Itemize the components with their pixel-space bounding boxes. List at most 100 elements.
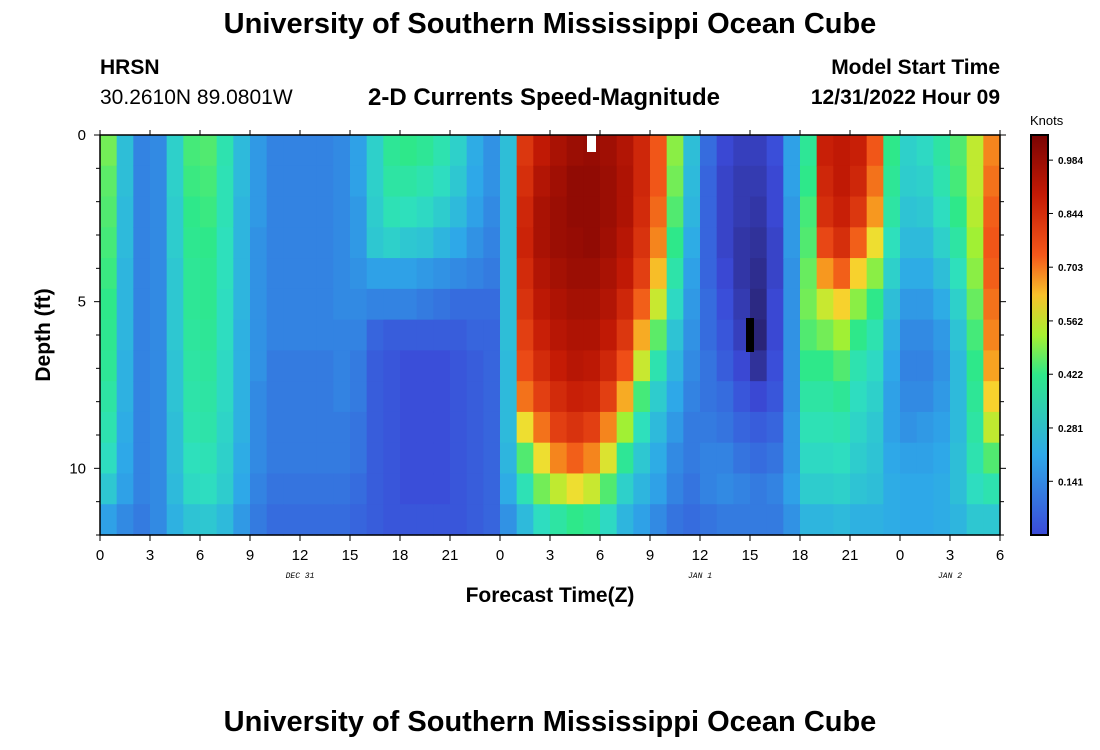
- heatmap-cell: [566, 504, 584, 536]
- heatmap-cell: [300, 196, 318, 228]
- heatmap-cell: [200, 411, 218, 444]
- heatmap-cell: [133, 135, 151, 167]
- heatmap-cell: [166, 411, 184, 444]
- heatmap-cell: [150, 504, 168, 536]
- heatmap-cell: [950, 381, 968, 413]
- heatmap-cell: [550, 504, 568, 536]
- heatmap-cell: [633, 258, 651, 290]
- heatmap-cell: [116, 504, 134, 536]
- heatmap-cell: [833, 442, 851, 475]
- heatmap-cell: [316, 473, 334, 505]
- x-tick-label: 21: [842, 547, 859, 564]
- heatmap-cell: [566, 196, 584, 228]
- heatmap-cell: [366, 504, 384, 536]
- heatmap-cell: [416, 350, 434, 382]
- heatmap-cell: [566, 135, 584, 167]
- heatmap-cell: [200, 504, 218, 536]
- heatmap-cell: [550, 381, 568, 413]
- heatmap-cell: [800, 504, 818, 536]
- heatmap-cell: [550, 196, 568, 228]
- heatmap-cell: [716, 442, 734, 475]
- heatmap-cell: [283, 319, 301, 351]
- heatmap-cell: [566, 319, 584, 351]
- heatmap-cell: [683, 196, 701, 228]
- heatmap-cell: [300, 227, 318, 259]
- heatmap-cell: [800, 442, 818, 475]
- heatmap-cell: [583, 165, 601, 198]
- colorbar-tick-label: 0.141: [1058, 477, 1083, 488]
- heatmap-cell: [733, 350, 751, 382]
- heatmap-cell: [366, 319, 384, 351]
- heatmap-cell: [166, 442, 184, 475]
- heatmap-cell: [566, 381, 584, 413]
- heatmap-cell: [600, 196, 618, 228]
- heatmap-cell: [300, 442, 318, 475]
- colorbar-tick-label: 0.422: [1058, 370, 1083, 381]
- heatmap-cell: [100, 196, 118, 228]
- heatmap-cell: [666, 135, 684, 167]
- heatmap-cell: [633, 381, 651, 413]
- heatmap-cell: [966, 411, 984, 444]
- heatmap-cell: [500, 381, 518, 413]
- heatmap-cell: [216, 196, 234, 228]
- heatmap-cell: [150, 411, 168, 444]
- heatmap-cell: [900, 442, 918, 475]
- heatmap-cell: [250, 319, 268, 351]
- heatmap-cell: [616, 473, 634, 505]
- heatmap-cell: [716, 381, 734, 413]
- heatmap-cell: [250, 227, 268, 259]
- heatmap-cell: [833, 350, 851, 382]
- heatmap-cell: [450, 165, 468, 198]
- heatmap-cell: [300, 473, 318, 505]
- heatmap-cell: [583, 350, 601, 382]
- colorbar-ticks: 0.984 0.844 0.703 0.562 0.422 0.281 0.141: [1048, 156, 1083, 488]
- x-axis-ticks: 0 3 6 9 12 15 18 21 0 3 6 9 12 15 18 21 0 3 6: [96, 130, 1004, 564]
- heatmap-cell: [583, 227, 601, 259]
- heatmap-cell: [333, 442, 351, 475]
- heatmap-cell: [400, 473, 418, 505]
- heatmap-cell: [900, 473, 918, 505]
- heatmap-cell: [433, 258, 451, 290]
- heatmap-cell: [200, 350, 218, 382]
- heatmap-cell: [866, 442, 884, 475]
- heatmap-cell: [266, 350, 284, 382]
- heatmap-cell: [683, 381, 701, 413]
- heatmap-cell: [300, 504, 318, 536]
- heatmap-cell: [600, 288, 618, 321]
- x-tick-label: 6: [196, 547, 204, 564]
- heatmap-cell: [183, 473, 201, 505]
- heatmap-cell: [800, 258, 818, 290]
- colorbar-tick-label: 0.703: [1058, 263, 1083, 274]
- heatmap-cell: [316, 258, 334, 290]
- heatmap-cell: [550, 411, 568, 444]
- heatmap-cell: [466, 411, 484, 444]
- heatmap-cell: [166, 227, 184, 259]
- heatmap-cell: [233, 350, 251, 382]
- heatmap-cell: [516, 411, 534, 444]
- heatmap-cell: [900, 504, 918, 536]
- heatmap-cell: [266, 135, 284, 167]
- heatmap-cell: [466, 381, 484, 413]
- heatmap-cell: [666, 381, 684, 413]
- heatmap-cell: [116, 381, 134, 413]
- heatmap-cell: [900, 196, 918, 228]
- heatmap-cell: [333, 350, 351, 382]
- heatmap-cell: [800, 165, 818, 198]
- heatmap-cell: [350, 350, 368, 382]
- heatmap-cell: [683, 350, 701, 382]
- heatmap-cell: [400, 258, 418, 290]
- heatmap-cell: [516, 165, 534, 198]
- heatmap-cell: [666, 411, 684, 444]
- heatmap-cell: [700, 504, 718, 536]
- heatmap-cell: [150, 196, 168, 228]
- colorbar-tick-label: 0.844: [1058, 209, 1083, 220]
- heatmap-cell: [400, 288, 418, 321]
- heatmap-cell: [716, 288, 734, 321]
- heatmap-cell: [350, 504, 368, 536]
- heatmap-cell: [766, 165, 784, 198]
- missing-data-marker: [746, 318, 754, 352]
- heatmap-cell: [616, 381, 634, 413]
- heatmap-cell: [483, 196, 501, 228]
- heatmap-cell: [266, 288, 284, 321]
- heatmap-cell: [916, 442, 934, 475]
